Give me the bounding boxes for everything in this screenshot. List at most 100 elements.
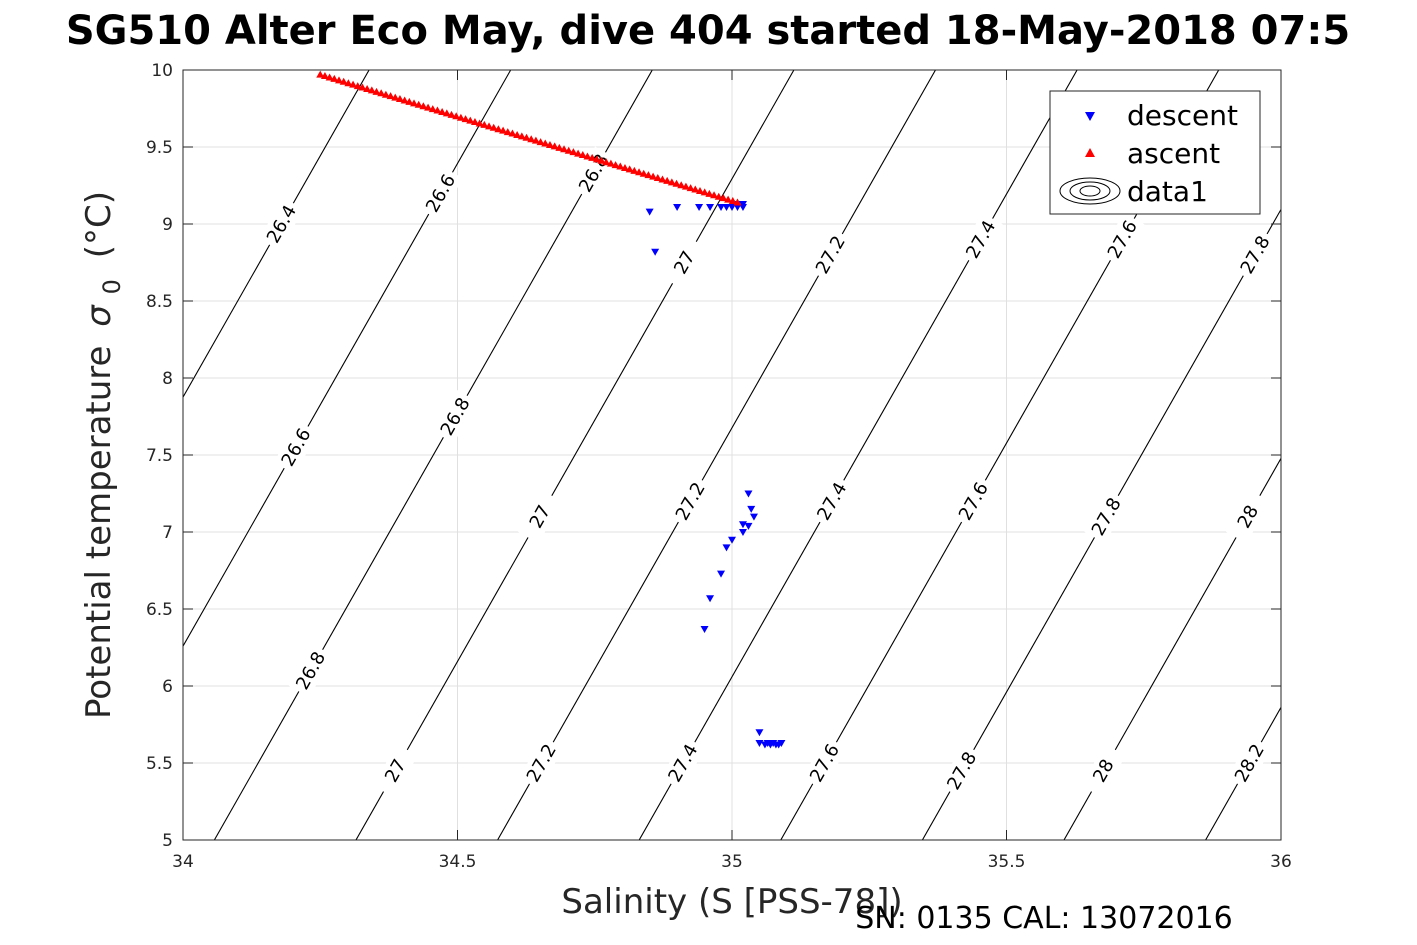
ascent-point [724, 195, 733, 203]
isopycnal-label-bg [373, 743, 418, 798]
isopycnal-label-bg [418, 166, 463, 220]
isopycnal-line [638, 70, 1078, 840]
isopycnal-label-bg [517, 489, 563, 544]
ascent-point [691, 185, 700, 193]
ascent-point [330, 74, 339, 82]
ascent-point [681, 182, 690, 190]
ascent-point [644, 171, 653, 179]
isopycnal-label-bg [1225, 489, 1271, 544]
ascent-point [677, 181, 686, 189]
ascent-point [705, 189, 714, 197]
ascent-point [667, 178, 676, 186]
ascent-point [517, 132, 526, 140]
ascent-point [550, 142, 559, 150]
x-tick-label: 34.5 [439, 852, 477, 872]
ascent-point [616, 162, 625, 170]
legend-ascent-marker [1085, 148, 1095, 157]
y-tick-label: 10 [151, 61, 173, 81]
ascent-point [536, 138, 545, 146]
legend-ascent-label: ascent [1127, 137, 1220, 170]
ascent-point [541, 139, 550, 147]
isopycnal-label-bg [667, 474, 713, 528]
isopycnal-label-bg [802, 736, 847, 790]
isopycnal-line [497, 70, 936, 840]
descent-point [717, 204, 726, 212]
x-axis-title: Salinity (S [PSS-78]) [561, 882, 902, 922]
ascent-point [475, 119, 484, 127]
legend-data1-label: data1 [1127, 175, 1208, 208]
isopycnal-line [213, 70, 653, 840]
y-tick-label: 8 [162, 369, 173, 389]
x-tick-label: 36 [1270, 852, 1292, 872]
ascent-point [672, 179, 681, 187]
ascent-point [480, 120, 489, 128]
ascent-point [513, 130, 522, 138]
ascent-point [372, 87, 381, 95]
descent-point [747, 505, 756, 513]
ascent-point [700, 188, 709, 196]
isopycnal-label-bg [951, 474, 996, 528]
ascent-point [391, 93, 400, 101]
descent-point [722, 544, 731, 552]
isopycnal-label-bg [958, 212, 1004, 267]
ascent-point [428, 105, 437, 113]
ascent-point [363, 84, 372, 92]
ascent-point [625, 165, 634, 173]
isopycnal-label-bg [662, 235, 707, 290]
descent-point [749, 513, 758, 521]
descent-point [651, 248, 660, 256]
x-tick-label: 34 [172, 852, 194, 872]
ascent-point [719, 194, 728, 202]
data-series [316, 70, 786, 749]
ascent-point [574, 149, 583, 157]
ascent-point [485, 122, 494, 130]
ascent-point [714, 192, 723, 200]
isopycnal-label-bg [1232, 228, 1278, 282]
ascent-point [320, 72, 329, 80]
ascent-point [503, 128, 512, 136]
y-axis-title-text: Potential temperature [79, 346, 119, 719]
descent-point [706, 595, 715, 603]
isopycnal-label-bg [809, 474, 855, 528]
ascent-point [452, 112, 461, 120]
isopycnal-label-bg [1081, 743, 1126, 798]
ascent-point [508, 129, 517, 137]
ascent-point [424, 103, 433, 111]
ascent-point [438, 107, 447, 115]
ascent-point [611, 161, 620, 169]
calibration-footer: SN: 0135 CAL: 13072016 [855, 901, 1233, 936]
ascent-point [461, 115, 470, 123]
ascent-point [358, 83, 367, 91]
ascent-point [639, 169, 648, 177]
isopycnal-label: 27 [373, 743, 418, 798]
isopycnal-label-bg [273, 420, 319, 475]
ascent-point [419, 102, 428, 110]
isopycnal-label-bg [519, 736, 564, 790]
legend-data1-marker [1059, 177, 1121, 205]
ascent-point [555, 143, 564, 151]
ascent-point [400, 96, 409, 104]
descent-point [744, 490, 753, 498]
ascent-point [695, 186, 704, 194]
y-tick-label: 5.5 [146, 754, 173, 774]
descent-point [700, 626, 709, 634]
isopycnal-line [1205, 706, 1281, 840]
ascent-point [602, 158, 611, 166]
descent-point [755, 729, 764, 737]
isopycnal-label-bg [571, 146, 616, 200]
ascent-point [620, 163, 629, 171]
ascent-point [663, 176, 672, 184]
ascent-point [588, 153, 597, 161]
y-tick-label: 8.5 [146, 292, 173, 312]
descent-point [706, 204, 715, 212]
y-tick-label: 6.5 [146, 600, 173, 620]
ascent-point [456, 113, 465, 121]
legend-box [1049, 90, 1261, 215]
ascent-point [578, 151, 587, 159]
descent-point [695, 204, 704, 212]
ascent-point [653, 174, 662, 182]
ascent-point [325, 73, 334, 81]
ascent-point [733, 198, 742, 206]
isopycnal-label-bg [432, 389, 478, 444]
ascent-point [658, 175, 667, 183]
